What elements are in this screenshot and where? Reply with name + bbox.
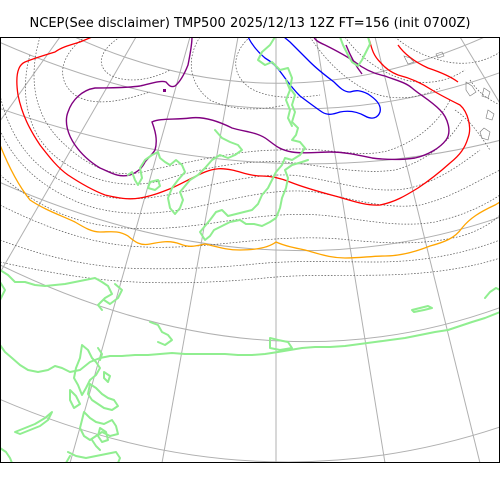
minor-isotherm	[344, 37, 466, 83]
coastline	[0, 269, 113, 311]
minor-isotherm	[469, 79, 500, 106]
coastline	[0, 311, 500, 373]
graticule-meridian	[459, 37, 500, 105]
map-title: NCEP(See disclaimer) TMP500 2025/12/13 1…	[29, 16, 471, 31]
minor-isotherm	[62, 37, 151, 103]
minor-isotherm	[454, 109, 491, 151]
island-outline	[479, 127, 491, 141]
minor-isotherms	[0, 37, 500, 284]
coastline	[69, 389, 81, 409]
minor-isotherm	[100, 37, 171, 81]
minor-isotherm	[394, 37, 500, 64]
minor-isotherm	[0, 94, 481, 200]
isotherm-red	[397, 44, 459, 83]
island-outline	[435, 51, 445, 59]
coastline	[0, 447, 13, 463]
island-outline	[481, 87, 491, 99]
coastline	[67, 451, 121, 463]
coastline	[199, 37, 309, 241]
minor-isotherm	[309, 37, 441, 99]
coastline	[73, 344, 101, 396]
graticule-parallel	[0, 398, 500, 463]
graticule-meridian	[315, 37, 386, 463]
coastline	[91, 439, 101, 451]
minor-isotherm	[33, 37, 451, 175]
graticule-parallel	[0, 264, 500, 343]
graticule-meridian	[161, 37, 239, 463]
coastline	[339, 37, 371, 67]
minor-isotherm	[0, 239, 500, 270]
coastline	[103, 371, 111, 383]
graticule-meridian	[0, 37, 61, 122]
coastline	[149, 321, 173, 346]
coastline	[147, 179, 161, 191]
coastline	[97, 347, 103, 361]
coastline	[127, 129, 243, 215]
minor-isotherm	[0, 129, 500, 214]
island-outline	[485, 109, 495, 121]
coastline	[65, 455, 71, 463]
coastline	[97, 427, 109, 443]
minor-isotherm	[235, 37, 321, 98]
graticule-meridian	[374, 37, 481, 463]
graticule	[0, 37, 500, 463]
coastline	[269, 337, 293, 351]
graticule-meridian	[69, 37, 191, 463]
coastline	[285, 79, 293, 127]
coastlines	[0, 37, 500, 463]
isotherm-purple	[345, 44, 363, 75]
coastline	[103, 283, 123, 305]
coastline	[484, 287, 500, 299]
minor-isotherm	[0, 257, 500, 284]
minor-coast-detail	[403, 51, 495, 141]
coastline	[14, 411, 53, 435]
graticule-parallel	[73, 37, 486, 84]
minor-isotherm	[191, 37, 286, 110]
coastline	[411, 305, 433, 313]
isotherm-blue	[247, 37, 381, 119]
graticule-parallel	[0, 41, 500, 110]
island-outline	[403, 55, 415, 65]
minor-isotherm	[0, 174, 500, 230]
coastline	[87, 383, 119, 411]
island-outline	[465, 81, 477, 97]
isotherm-red	[16, 37, 471, 206]
isotherm-orange	[0, 144, 500, 259]
coastline	[79, 411, 119, 441]
isotherm-purple-blob	[163, 89, 166, 92]
graticule-meridian	[0, 37, 137, 274]
graticule-parallel	[0, 181, 500, 252]
minor-isotherm	[25, 54, 463, 185]
isotherm-purple	[65, 37, 450, 177]
